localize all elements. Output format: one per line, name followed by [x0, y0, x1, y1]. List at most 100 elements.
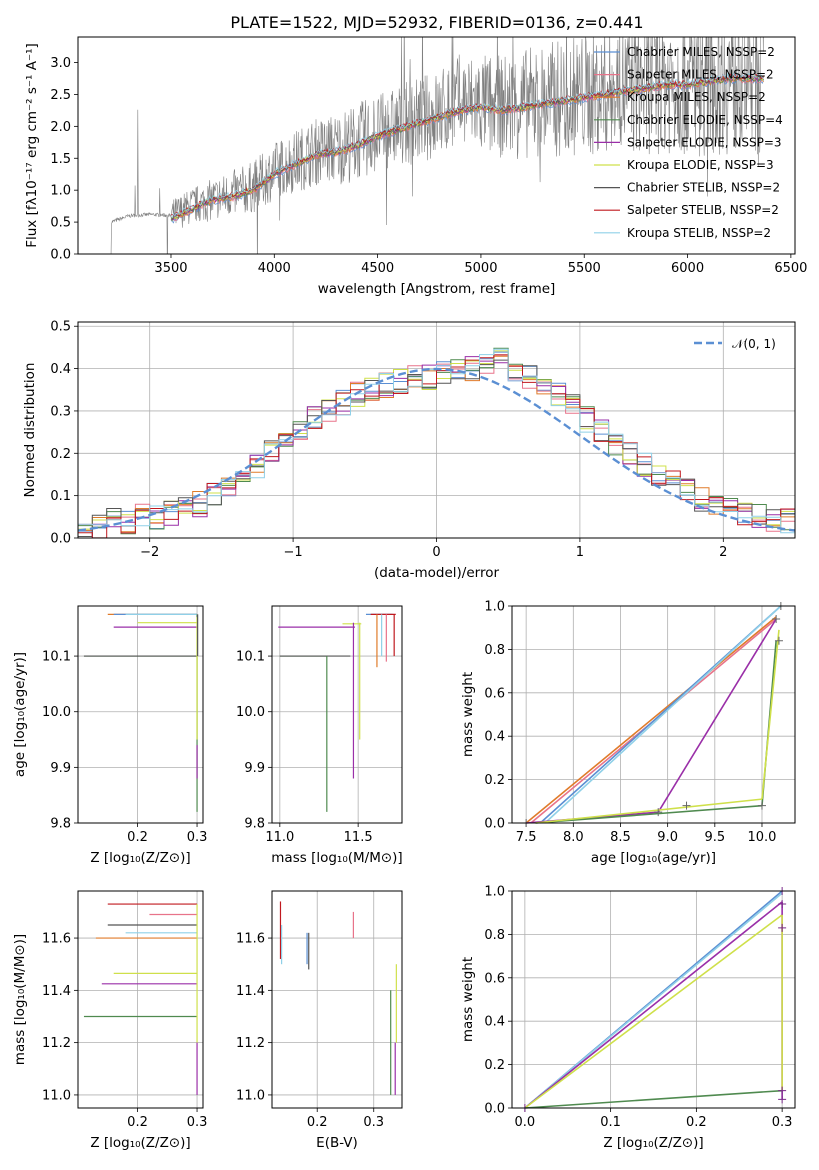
x-tick-label: 8.5 — [610, 830, 631, 845]
y-tick-label: 1.0 — [50, 184, 71, 199]
x-axis-label: age [log₁₀(age/yr)] — [591, 850, 716, 866]
y-tick-label: 0.2 — [484, 1058, 505, 1073]
weight-line — [524, 901, 783, 1109]
residual-histogram — [78, 348, 795, 534]
plot-area: Chabrier MILES, NSSP=2 Salpeter MILES, NS… — [110, 37, 783, 254]
x-tick-label: 0.3 — [772, 1115, 793, 1130]
x-tick-label: 8.0 — [563, 830, 584, 845]
x-tick-label: 9.0 — [657, 830, 678, 845]
y-tick-label: 10.1 — [42, 650, 71, 665]
panel-mass-weight-vs-age: 7.5 8.0 8.5 9.0 9.5 10.0 0.0 0.2 0.4 0.6 0.8 1.0 age… — [460, 600, 796, 866]
y-tick-label: 11.2 — [236, 1036, 265, 1051]
y-tick-label: 0.5 — [50, 216, 71, 231]
y-tick-label: 0.0 — [50, 532, 71, 547]
y-tick-label: 11.4 — [236, 984, 265, 999]
y-axis-label: mass weight — [460, 957, 476, 1042]
axes-frame — [271, 605, 403, 824]
y-axis-label: age [log₁₀(age/yr)] — [12, 652, 28, 777]
y-tick-label: 11.6 — [42, 932, 71, 947]
y-tick-label: 1.5 — [50, 152, 71, 167]
plot-area — [520, 887, 787, 1112]
x-tick-label: 3500 — [154, 261, 187, 276]
y-axis-label: mass [log₁₀(M/M⊙)] — [12, 934, 28, 1065]
axes-frame — [77, 321, 796, 539]
x-tick-label: 0.2 — [686, 1115, 707, 1130]
legend-entry: Kroupa MILES, NSSP=2 — [627, 90, 766, 104]
plot-area — [522, 602, 785, 827]
panel-spectrum: 3500 4000 4500 5000 5500 6000 6500 0.0 0.5 1.0 1.5… — [24, 36, 807, 297]
x-axis-label: Z [log₁₀(Z/Z⊙)] — [603, 1135, 703, 1151]
residual-histogram — [78, 354, 795, 539]
y-tick-label: 10.0 — [42, 705, 71, 720]
axes-frame — [511, 890, 796, 1109]
y-tick-label: 1.0 — [484, 885, 505, 900]
y-tick-label: 3.0 — [50, 56, 71, 71]
x-axis-label: E(B-V) — [316, 1135, 358, 1151]
x-tick-label: 0.3 — [187, 830, 208, 845]
y-tick-label: 9.9 — [50, 761, 71, 776]
y-tick-label: 0.6 — [484, 686, 505, 701]
x-axis-label: Z [log₁₀(Z/Z⊙)] — [90, 1135, 190, 1151]
y-tick-label: 10.1 — [236, 650, 265, 665]
y-tick-label: 9.9 — [244, 761, 265, 776]
x-tick-label: 2 — [719, 545, 727, 560]
panel-mass-weight-vs-Z: 0.0 0.1 0.2 0.3 0.0 0.2 0.4 0.6 0.8 1.0 Z [log₁₀(Z… — [460, 885, 796, 1151]
y-tick-label: 2.5 — [50, 88, 71, 103]
y-tick-label: 0.0 — [484, 817, 505, 832]
residual-histogram — [78, 359, 795, 537]
y-tick-label: 0.0 — [50, 248, 71, 263]
x-tick-label: 1 — [576, 545, 584, 560]
point-marker — [682, 801, 691, 810]
x-tick-label: −1 — [284, 545, 303, 560]
y-tick-label: 1.0 — [484, 600, 505, 615]
y-tick-label: 11.2 — [42, 1036, 71, 1051]
plot-area — [278, 613, 396, 812]
panel-age-vs-mass: 11.0 11.5 9.8 9.9 10.0 10.1 mass [log₁₀(M/M⊙)] — [236, 605, 403, 866]
x-tick-label: 0.3 — [363, 1115, 384, 1130]
legend: Chabrier MILES, NSSP=2 Salpeter MILES, NS… — [594, 45, 783, 240]
x-tick-label: 11.0 — [265, 830, 294, 845]
legend-entry: Kroupa ELODIE, NSSP=3 — [627, 158, 774, 172]
x-tick-label: 0.2 — [127, 1115, 148, 1130]
y-tick-label: 2.0 — [50, 120, 71, 135]
x-axis-label: Z [log₁₀(Z/Z⊙)] — [90, 850, 190, 866]
observed-spectrum — [110, 37, 764, 254]
point-marker — [778, 900, 787, 909]
legend-entry: Kroupa STELIB, NSSP=2 — [627, 226, 771, 240]
plot-area — [83, 903, 198, 1095]
x-tick-label: 9.5 — [704, 830, 725, 845]
axes-frame — [271, 890, 403, 1109]
y-tick-label: 0.1 — [50, 489, 71, 504]
weight-line — [535, 804, 763, 824]
y-axis-label: mass weight — [460, 672, 476, 757]
x-tick-label: 0.0 — [515, 1115, 536, 1130]
y-tick-label: 0.6 — [484, 971, 505, 986]
legend-entry: Chabrier MILES, NSSP=2 — [627, 45, 775, 59]
y-tick-label: 9.8 — [244, 817, 265, 832]
y-tick-label: 0.4 — [484, 1015, 505, 1030]
y-tick-label: 0.5 — [50, 320, 71, 335]
x-tick-label: 5500 — [568, 261, 601, 276]
y-axis-label: Normed distribution — [22, 363, 38, 498]
y-tick-label: 9.8 — [50, 817, 71, 832]
point-marker — [778, 1086, 787, 1095]
y-tick-label: 0.2 — [484, 773, 505, 788]
legend-entry: Chabrier STELIB, NSSP=2 — [627, 181, 780, 195]
legend-entry: Salpeter ELODIE, NSSP=3 — [627, 135, 782, 149]
y-tick-label: 0.4 — [50, 362, 71, 377]
legend-entry: Salpeter MILES, NSSP=2 — [627, 68, 774, 82]
y-tick-label: 0.0 — [484, 1102, 505, 1117]
weight-line — [524, 892, 783, 1109]
weight-line — [544, 605, 782, 824]
weight-line — [525, 616, 777, 824]
point-marker — [757, 801, 766, 810]
panel-mass-vs-EBV: 0.2 0.3 11.0 11.2 11.4 11.6 E(B-V) — [236, 890, 403, 1151]
x-tick-label: 4000 — [258, 261, 291, 276]
y-tick-label: 0.4 — [484, 730, 505, 745]
legend-entry: Salpeter STELIB, NSSP=2 — [627, 203, 779, 217]
normal-curve — [77, 367, 796, 532]
weight-line — [535, 798, 763, 824]
x-tick-label: −2 — [140, 545, 159, 560]
axes-frame — [77, 36, 796, 255]
point-marker — [774, 636, 783, 645]
